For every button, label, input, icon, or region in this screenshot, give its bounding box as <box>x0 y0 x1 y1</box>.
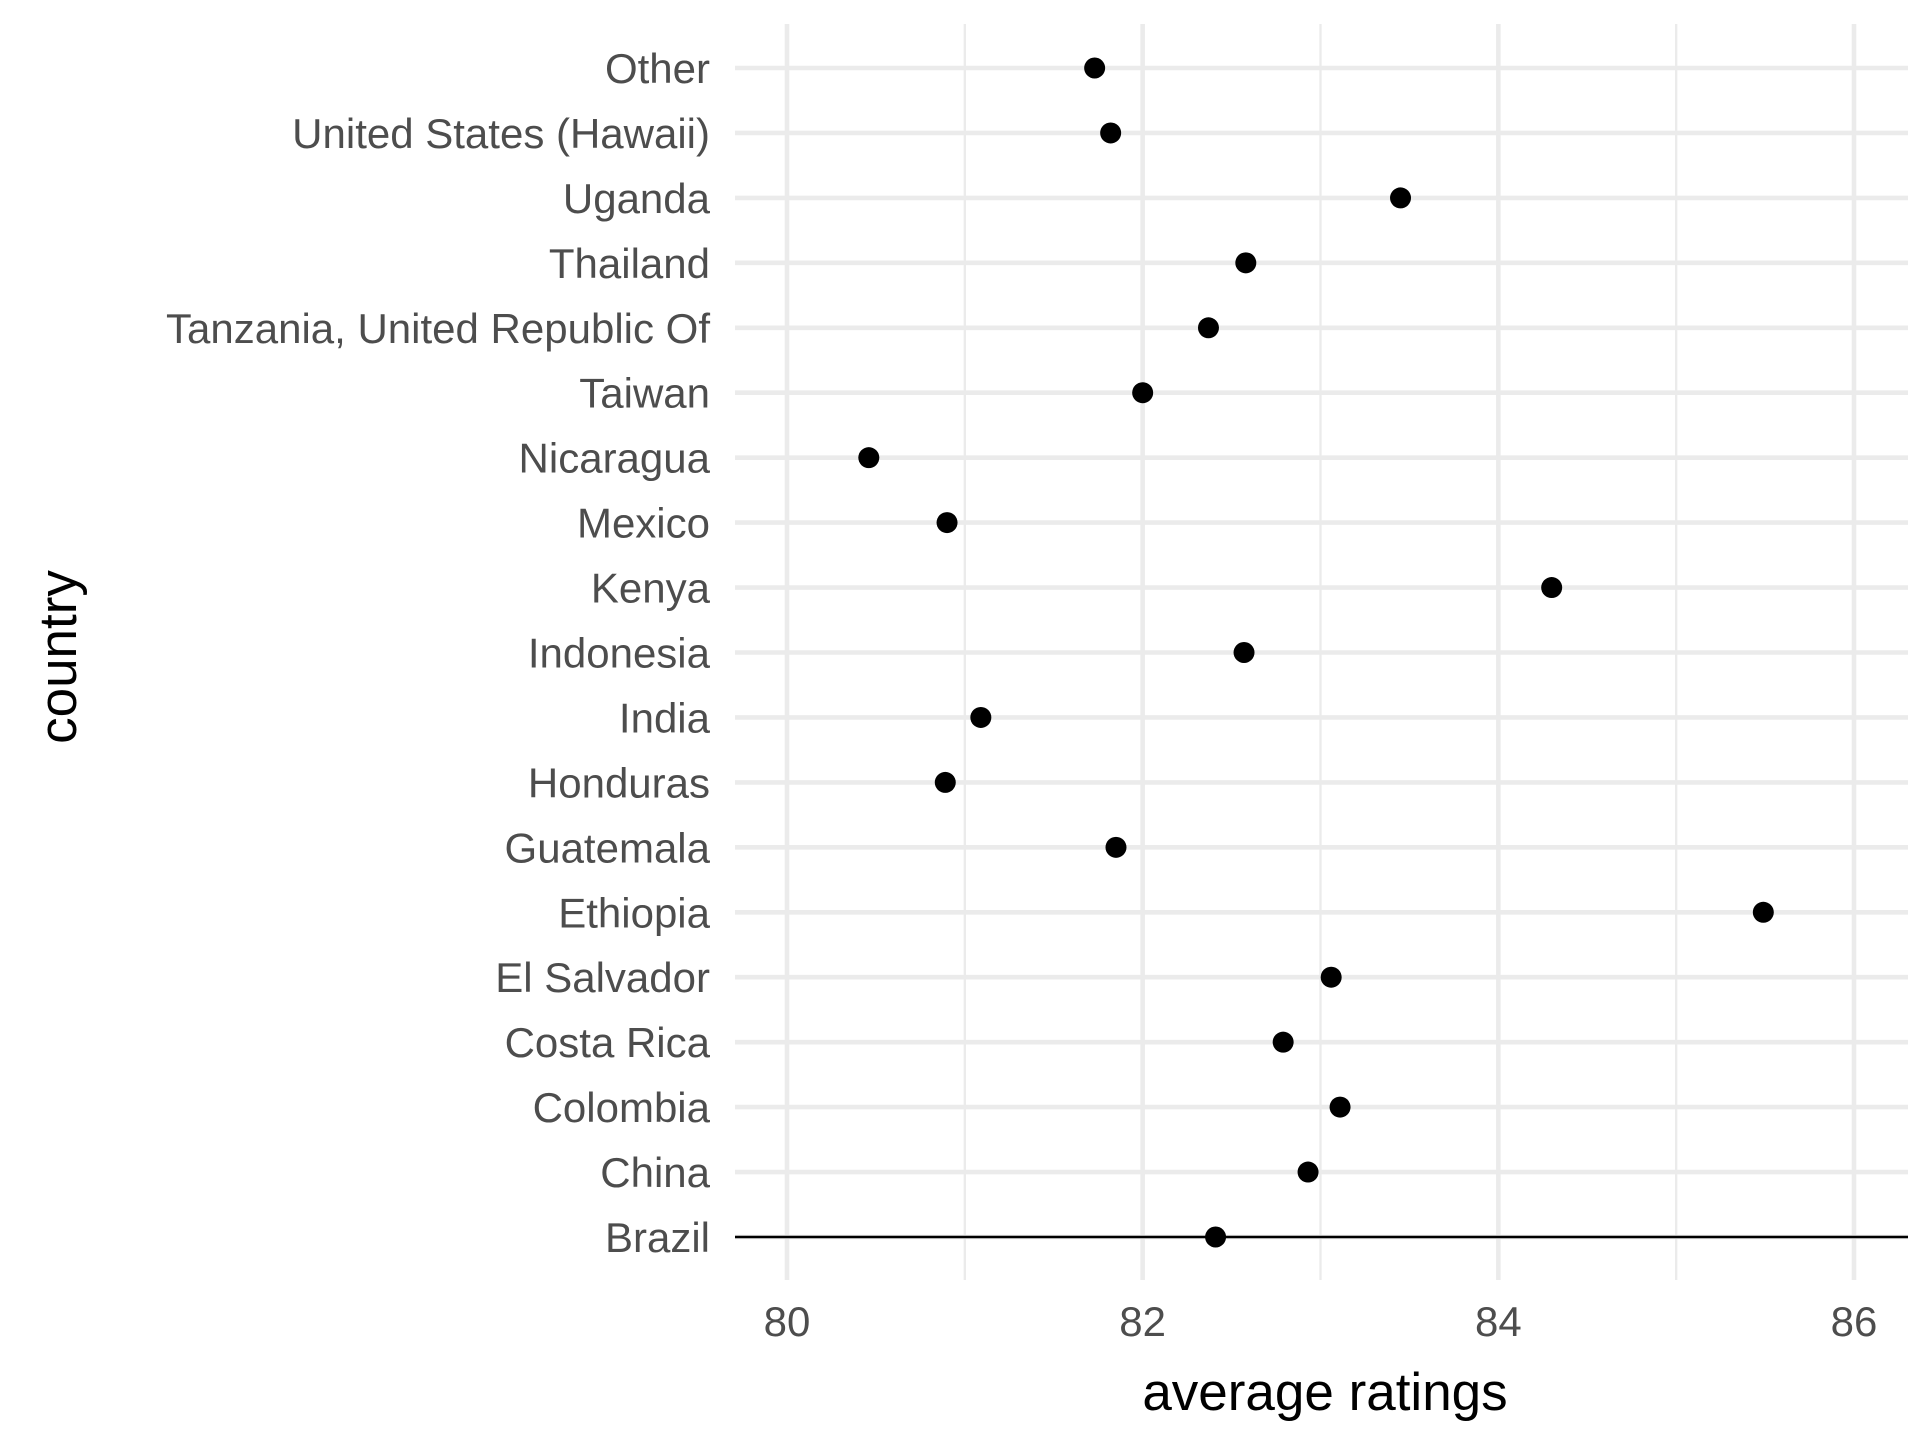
data-point <box>970 706 992 728</box>
data-point <box>1132 382 1154 404</box>
y-tick-label: El Salvador <box>495 954 710 1001</box>
y-tick-label: Brazil <box>605 1214 710 1261</box>
y-tick-label: Costa Rica <box>505 1019 711 1066</box>
y-tick-label: Taiwan <box>579 370 710 417</box>
y-tick-label: China <box>600 1149 710 1196</box>
data-point <box>1205 1226 1227 1248</box>
y-tick-label: Uganda <box>563 175 711 222</box>
y-tick-label: Other <box>605 45 710 92</box>
data-point <box>1235 252 1257 274</box>
y-tick-labels: Brazil China Colombia Costa Rica El Salvador… <box>166 45 711 1261</box>
data-point <box>858 447 880 469</box>
y-tick-label: Thailand <box>549 240 710 287</box>
data-point <box>1105 836 1127 858</box>
points-layer <box>858 57 1774 1248</box>
x-tick-label: 82 <box>1119 1298 1166 1345</box>
x-tick-label: 86 <box>1831 1298 1878 1345</box>
data-point <box>1541 577 1563 599</box>
data-point <box>1084 57 1106 79</box>
data-point <box>1233 642 1255 663</box>
y-tick-label: United States (Hawaii) <box>292 110 710 157</box>
data-point <box>1197 317 1219 339</box>
data-point <box>1297 1161 1319 1183</box>
x-tick-labels: 80 82 84 86 <box>764 1298 1878 1345</box>
y-tick-label: Ethiopia <box>558 889 710 936</box>
y-tick-label: Kenya <box>591 565 711 612</box>
y-tick-label: Colombia <box>533 1084 711 1131</box>
y-tick-label: Guatemala <box>505 824 711 871</box>
data-point <box>1320 966 1342 988</box>
y-tick-label: Honduras <box>528 759 710 806</box>
y-tick-label: Mexico <box>577 500 710 547</box>
x-tick-label: 84 <box>1475 1298 1522 1345</box>
data-point <box>1390 187 1412 209</box>
data-point <box>1752 901 1774 923</box>
data-point <box>934 771 956 793</box>
y-tick-label: Tanzania, United Republic Of <box>166 305 710 352</box>
x-axis-title: average ratings <box>1142 1363 1507 1422</box>
y-tick-label: Nicaragua <box>519 435 711 482</box>
y-tick-label: Indonesia <box>528 630 711 677</box>
data-point <box>1329 1096 1351 1118</box>
x-tick-label: 80 <box>764 1298 811 1345</box>
data-point <box>936 512 958 534</box>
y-tick-label: India <box>619 694 711 741</box>
grid-layer <box>735 24 1908 1280</box>
data-point <box>1272 1031 1294 1053</box>
data-point <box>1100 122 1122 144</box>
y-axis-title: country <box>29 570 88 744</box>
